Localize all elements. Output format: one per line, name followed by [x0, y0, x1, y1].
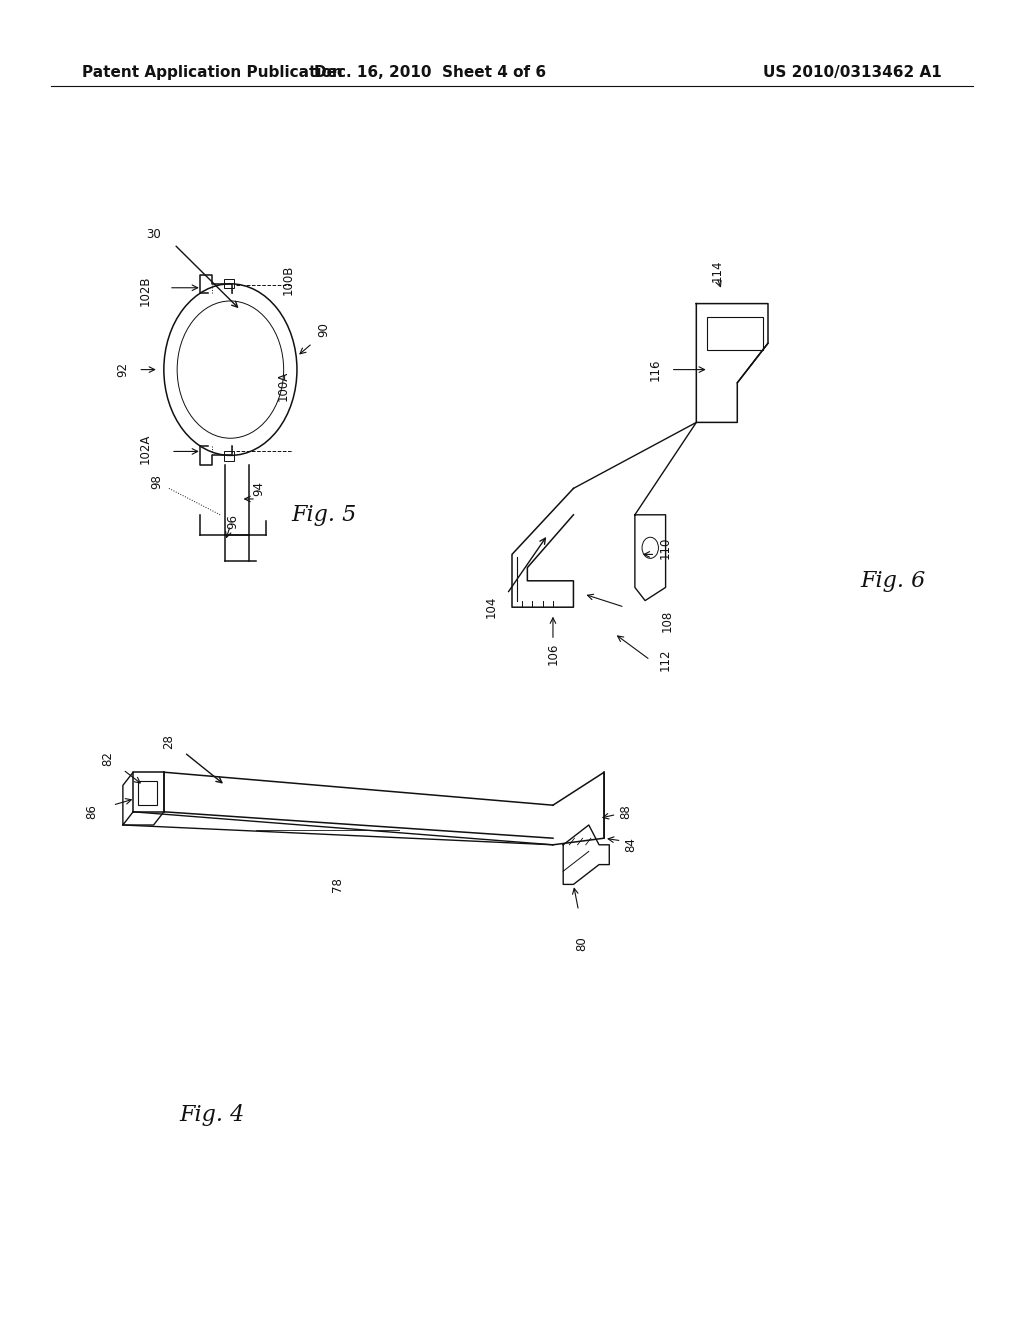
- Text: 106: 106: [547, 643, 559, 664]
- Text: 98: 98: [151, 474, 163, 490]
- Text: 102B: 102B: [138, 275, 152, 306]
- Text: 84: 84: [625, 837, 638, 853]
- Text: 104: 104: [485, 597, 498, 618]
- Bar: [138, 781, 157, 805]
- Text: Dec. 16, 2010  Sheet 4 of 6: Dec. 16, 2010 Sheet 4 of 6: [314, 65, 546, 81]
- Text: 88: 88: [620, 804, 633, 820]
- Text: 28: 28: [163, 734, 175, 750]
- Bar: [224, 451, 234, 461]
- Text: 108: 108: [660, 610, 674, 631]
- Text: 116: 116: [649, 358, 662, 381]
- Text: 82: 82: [101, 751, 114, 767]
- Text: 100B: 100B: [282, 264, 295, 296]
- Bar: [224, 279, 234, 288]
- Text: US 2010/0313462 A1: US 2010/0313462 A1: [763, 65, 942, 81]
- Text: 80: 80: [575, 936, 588, 952]
- Text: 114: 114: [711, 259, 723, 282]
- Text: 90: 90: [317, 322, 331, 338]
- Text: Patent Application Publication: Patent Application Publication: [82, 65, 343, 81]
- Text: 78: 78: [332, 876, 344, 892]
- Text: 110: 110: [659, 537, 672, 558]
- Bar: [707, 317, 763, 350]
- Text: 94: 94: [253, 480, 265, 496]
- Text: 102A: 102A: [138, 433, 152, 465]
- Text: 92: 92: [117, 362, 129, 378]
- Text: Fig. 5: Fig. 5: [292, 504, 357, 525]
- Text: 30: 30: [146, 228, 161, 242]
- Text: Fig. 4: Fig. 4: [179, 1105, 245, 1126]
- Text: 112: 112: [659, 648, 672, 672]
- Text: 96: 96: [226, 513, 239, 529]
- Text: 86: 86: [86, 804, 98, 820]
- Text: 100A: 100A: [276, 371, 290, 400]
- Text: Fig. 6: Fig. 6: [860, 570, 926, 591]
